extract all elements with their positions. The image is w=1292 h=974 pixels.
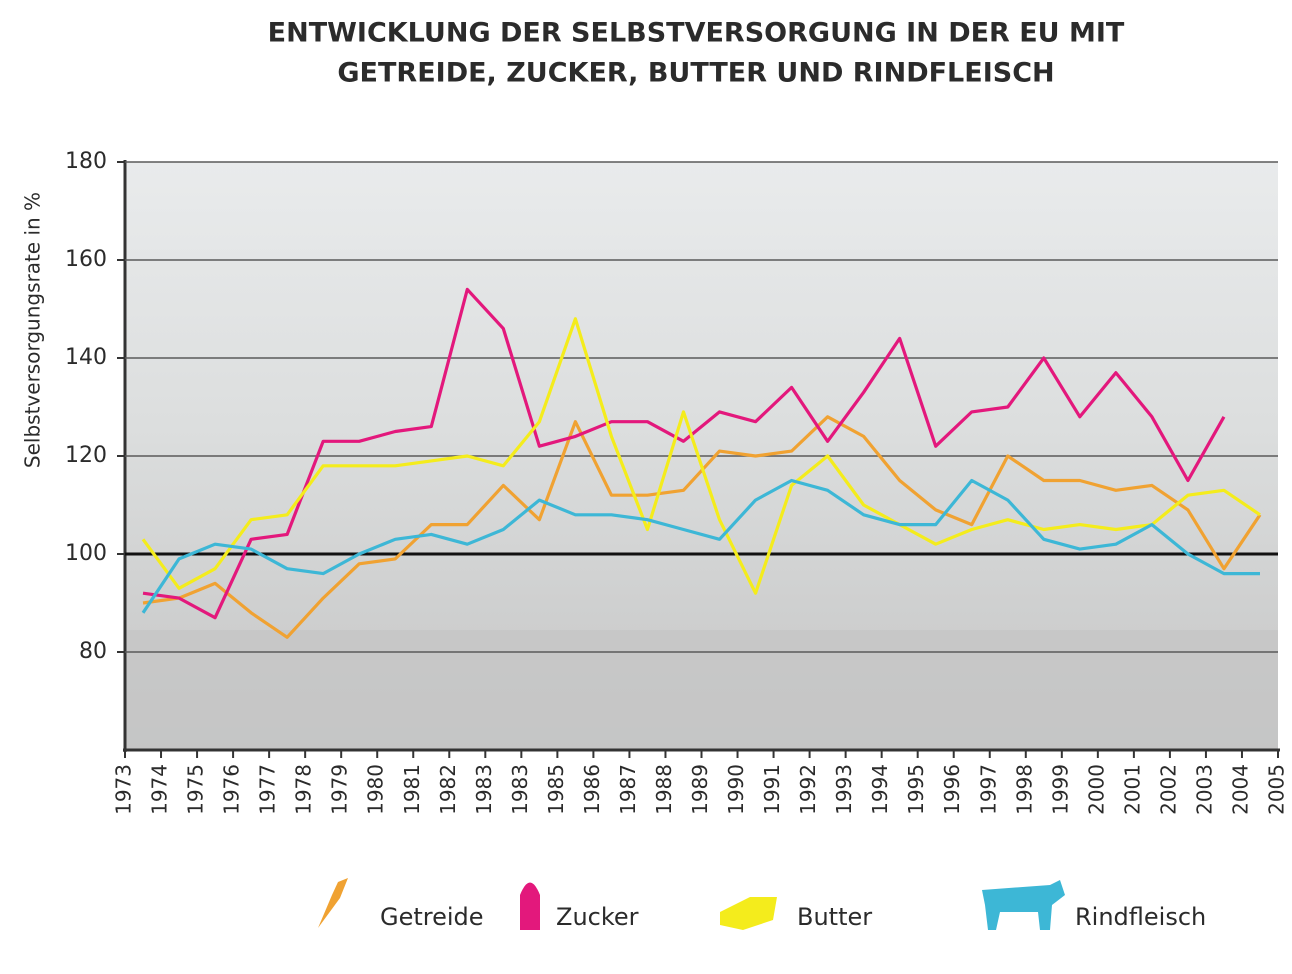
x-tick-label: 2002: [1156, 764, 1180, 815]
x-tick-label: 1985: [544, 764, 568, 815]
x-tick-label: 1976: [220, 764, 244, 815]
x-tick-label: 1995: [904, 764, 928, 815]
x-tick-label: 1994: [868, 764, 892, 815]
x-tick-label: 1973: [112, 764, 136, 815]
legend-icon: [982, 880, 1065, 930]
x-tick-label: 2004: [1228, 764, 1252, 815]
y-tick-label: 100: [65, 541, 107, 566]
x-tick-label: 1993: [832, 764, 856, 815]
x-tick-label: 1979: [328, 764, 352, 815]
legend-label: Butter: [797, 903, 872, 931]
x-tick-label: 1999: [1048, 764, 1072, 815]
legend-icon: [318, 878, 348, 928]
x-tick-label: 1986: [580, 764, 604, 815]
legend-icon: [520, 882, 540, 930]
x-tick-label: 2000: [1084, 764, 1108, 815]
legend-label: Getreide: [380, 903, 484, 931]
x-tick-label: 1977: [256, 764, 280, 815]
x-tick-label: 1983: [472, 764, 496, 815]
y-tick-label: 180: [65, 149, 107, 174]
x-tick-label: 1987: [616, 764, 640, 815]
y-tick-label: 120: [65, 443, 107, 468]
y-tick-label: 140: [65, 345, 107, 370]
x-tick-label: 1982: [436, 764, 460, 815]
x-tick-label: 1974: [148, 764, 172, 815]
chart-title: GETREIDE, ZUCKER, BUTTER UND RINDFLEISCH: [337, 58, 1054, 89]
x-tick-label: 1997: [976, 764, 1000, 815]
x-tick-label: 2005: [1265, 764, 1289, 815]
x-tick-label: 1975: [184, 764, 208, 815]
x-tick-label: 1980: [364, 764, 388, 815]
x-tick-label: 1978: [292, 764, 316, 815]
x-tick-label: 2001: [1120, 764, 1144, 815]
legend-label: Zucker: [556, 903, 639, 931]
x-tick-label: 1990: [724, 764, 748, 815]
chart-title: ENTWICKLUNG DER SELBSTVERSORGUNG IN DER …: [268, 18, 1125, 49]
x-tick-label: 1991: [760, 764, 784, 815]
legend-icon: [720, 897, 777, 930]
x-tick-label: 1988: [652, 764, 676, 815]
series-line: [142, 287, 1226, 620]
series-line: [141, 317, 1261, 595]
y-tick-label: 160: [65, 247, 107, 272]
x-tick-label: 1983: [508, 764, 532, 815]
x-tick-label: 1981: [400, 764, 424, 815]
legend-label: Rindfleisch: [1075, 903, 1206, 931]
x-tick-label: 2003: [1192, 764, 1216, 815]
series-line: [141, 478, 1260, 614]
field-shade: [125, 630, 1278, 750]
x-tick-label: 1989: [688, 764, 712, 815]
x-tick-label: 1996: [940, 764, 964, 815]
y-tick-label: 80: [79, 639, 107, 664]
y-axis-label: Selbstversorgungsrate in %: [21, 192, 45, 468]
x-tick-label: 1998: [1012, 764, 1036, 815]
x-tick-label: 1992: [796, 764, 820, 815]
